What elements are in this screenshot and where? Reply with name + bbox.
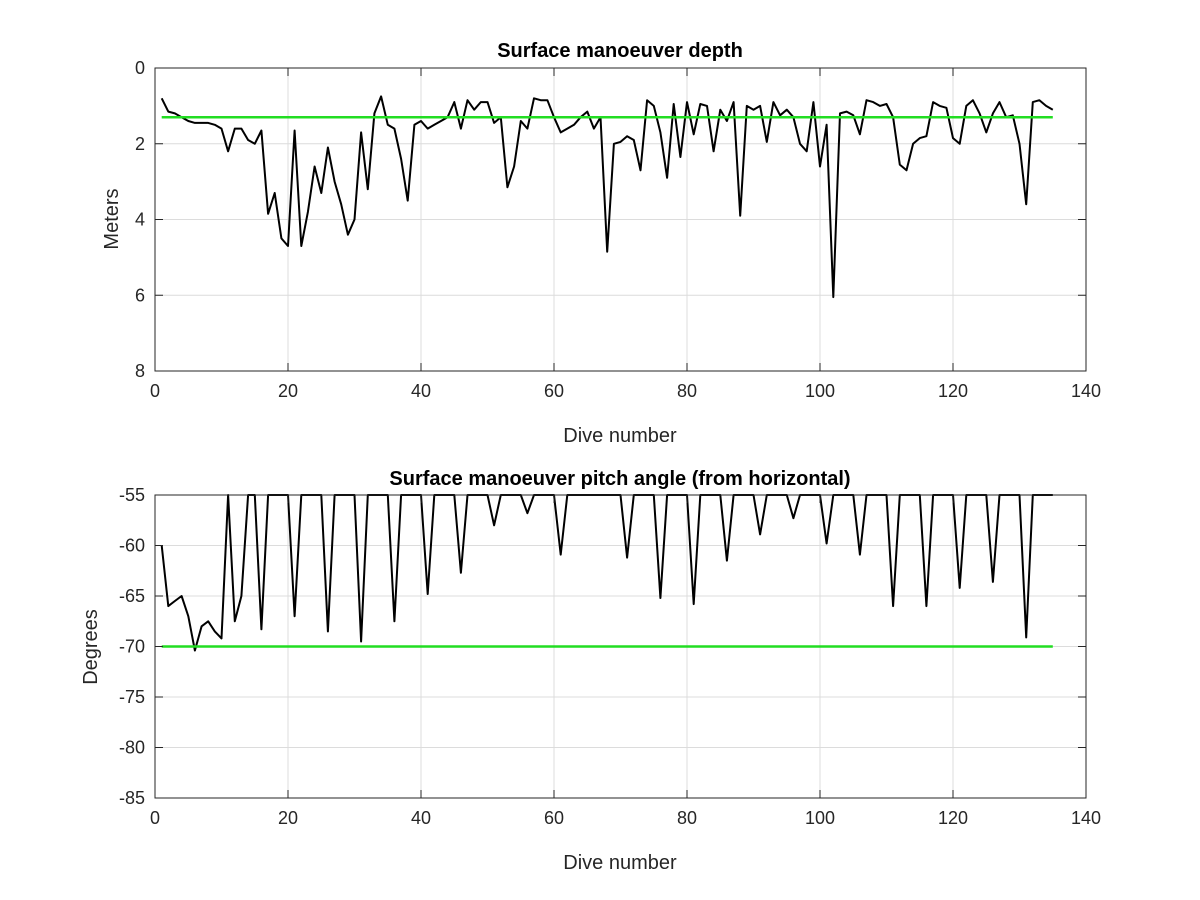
pitch-plot-y-tick-label: -85 (119, 788, 145, 808)
depth-plot-y-tick-label: 2 (135, 134, 145, 154)
pitch-plot-x-tick-label: 0 (150, 808, 160, 828)
pitch-plot-x-tick-label: 40 (411, 808, 431, 828)
pitch-plot-x-tick-label: 120 (938, 808, 968, 828)
pitch-plot-y-tick-label: -75 (119, 687, 145, 707)
depth-plot-ticks: 0 20 40 60 80 100 120 140 0 2 4 6 8 (135, 58, 1101, 401)
pitch-plot-x-tick-label: 80 (677, 808, 697, 828)
depth-plot-x-tick-label: 0 (150, 381, 160, 401)
depth-plot-x-tick-label: 140 (1071, 381, 1101, 401)
depth-plot-grid (155, 68, 1086, 371)
pitch-plot-x-label: Dive number (563, 852, 677, 874)
depth-plot-x-tick-label: 20 (278, 381, 298, 401)
depth-plot-x-tick-label: 100 (805, 381, 835, 401)
pitch-plot-x-tick-label: 20 (278, 808, 298, 828)
pitch-plot-x-tick-label: 100 (805, 808, 835, 828)
depth-plot-y-tick-label: 8 (135, 361, 145, 381)
depth-plot-x-label: Dive number (563, 425, 677, 447)
depth-plot-title: Surface manoeuver depth (497, 40, 743, 62)
pitch-plot-y-tick-label: -60 (119, 536, 145, 556)
depth-plot-y-label: Meters (101, 188, 123, 249)
pitch-plot: Surface manoeuver pitch angle (from hori… (80, 468, 1101, 874)
depth-plot-series (160, 95, 1054, 299)
pitch-plot-y-label: Degrees (80, 609, 102, 685)
depth-plot-data-line (160, 95, 1054, 299)
depth-plot-x-tick-label: 40 (411, 381, 431, 401)
depth-plot-x-tick-label: 80 (677, 381, 697, 401)
depth-plot-y-tick-label: 4 (135, 210, 145, 230)
depth-plot-y-tick-label: 0 (135, 58, 145, 78)
pitch-plot-ticks: 0 20 40 60 80 100 120 140 -55 -60 -65 -70 -75 -80 -85 (119, 485, 1101, 828)
depth-plot-x-tick-label: 60 (544, 381, 564, 401)
depth-plot: Surface manoeuver depth 0 20 40 60 80 100 120 1… (101, 40, 1101, 447)
pitch-plot-y-tick-label: -70 (119, 637, 145, 657)
pitch-plot-y-tick-label: -80 (119, 738, 145, 758)
pitch-plot-title: Surface manoeuver pitch angle (from hori… (389, 468, 850, 490)
pitch-plot-x-tick-label: 60 (544, 808, 564, 828)
depth-plot-x-tick-label: 120 (938, 381, 968, 401)
pitch-plot-y-tick-label: -65 (119, 586, 145, 606)
pitch-plot-x-tick-label: 140 (1071, 808, 1101, 828)
pitch-plot-y-tick-label: -55 (119, 485, 145, 505)
depth-plot-y-tick-label: 6 (135, 285, 145, 305)
